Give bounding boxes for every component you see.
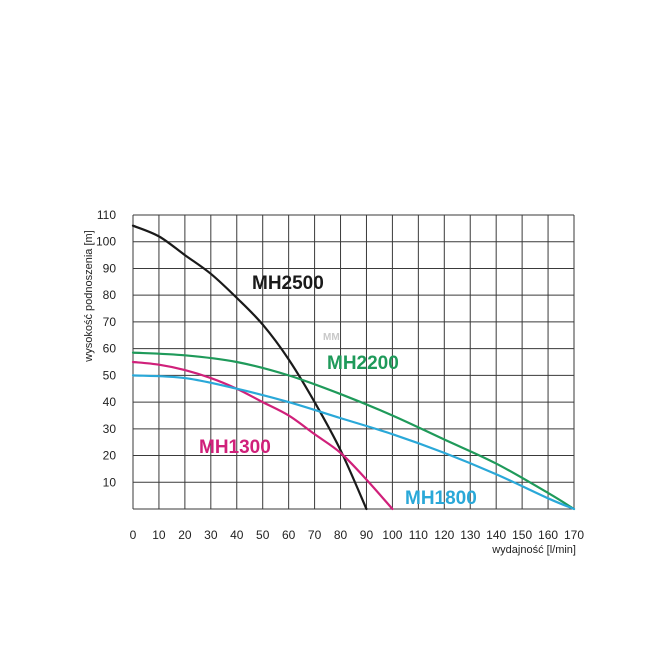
- y-tick-label: 110: [97, 208, 116, 222]
- series-line-mh1300: [131, 360, 394, 511]
- x-tick-label: 170: [564, 528, 584, 542]
- y-tick-label: 10: [103, 475, 117, 489]
- x-tick-label: 90: [360, 528, 374, 542]
- y-tick-label: 100: [96, 235, 116, 249]
- x-tick-label: 140: [486, 528, 506, 542]
- x-tick-label: 30: [204, 528, 218, 542]
- series-line-mh2200: [131, 351, 576, 511]
- series-line-mh2500: [131, 224, 368, 511]
- y-tick-label: 40: [103, 395, 117, 409]
- x-tick-label: 80: [334, 528, 348, 542]
- series-label-mh2500: MH2500: [252, 273, 324, 294]
- grid: [132, 214, 575, 510]
- y-tick-label: 50: [103, 368, 117, 382]
- x-tick-label: 20: [178, 528, 192, 542]
- series-label-mh1800: MH1800: [405, 488, 477, 509]
- series-label-mh1300: MH1300: [199, 437, 271, 458]
- x-tick-label: 0: [130, 528, 137, 542]
- y-axis-ticks: 10 20 30 40 50 60 70 80 90 100 110: [96, 208, 116, 489]
- x-tick-label: 10: [152, 528, 166, 542]
- series-labels: MH2500 MH2200 MH1300 MH1800: [199, 273, 477, 509]
- x-tick-label: 50: [256, 528, 270, 542]
- series-label-mh2200: MH2200: [327, 353, 399, 374]
- y-tick-label: 90: [103, 261, 117, 275]
- x-tick-label: 70: [308, 528, 322, 542]
- y-tick-label: 20: [103, 449, 117, 463]
- x-tick-label: 120: [434, 528, 454, 542]
- x-tick-label: 130: [460, 528, 480, 542]
- y-tick-label: 60: [103, 342, 117, 356]
- y-tick-label: 70: [103, 315, 117, 329]
- x-tick-label: 40: [230, 528, 244, 542]
- x-tick-label: 110: [409, 528, 428, 542]
- y-axis-label: wysokość podnoszenia [m]: [83, 230, 95, 362]
- x-axis-label: wydajność [l/min]: [491, 544, 576, 556]
- y-tick-label: 30: [103, 422, 117, 436]
- x-tick-label: 150: [512, 528, 532, 542]
- x-tick-label: 160: [538, 528, 558, 542]
- x-tick-label: 60: [282, 528, 296, 542]
- y-tick-label: 80: [103, 288, 117, 302]
- series-curves: [131, 224, 576, 511]
- x-axis-ticks: 0 10 20 30 40 50 60 70 80 90 100 110 120 130 140 150 160…: [130, 528, 585, 542]
- small-mark: MM: [323, 332, 340, 343]
- x-tick-label: 100: [382, 528, 402, 542]
- series-line-mh1800: [131, 374, 576, 511]
